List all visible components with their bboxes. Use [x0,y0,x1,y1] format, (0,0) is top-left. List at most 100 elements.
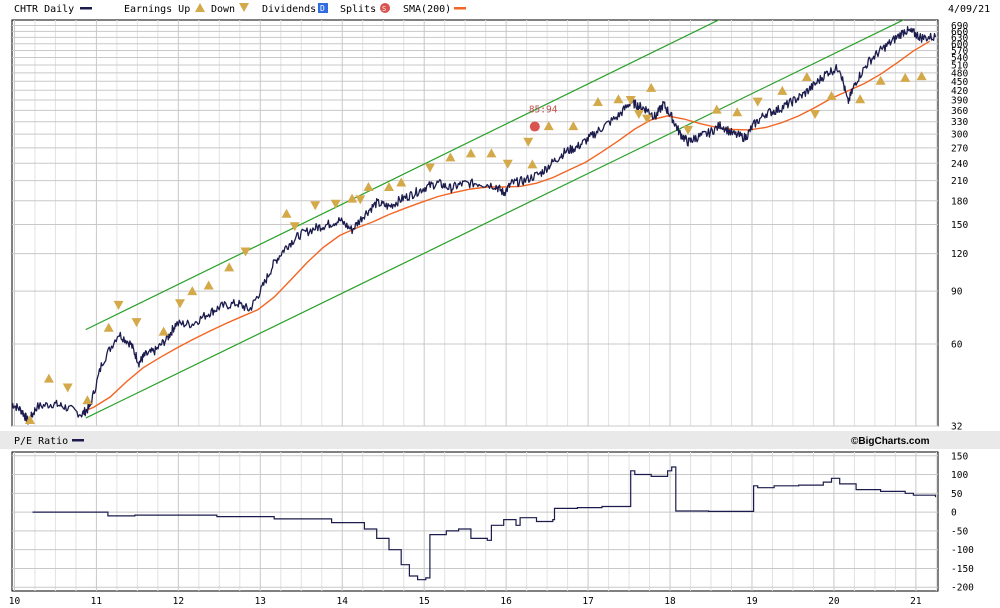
dividends-label: Dividends [262,4,316,15]
earnings-up-marker [527,159,538,169]
trend-channels [85,20,905,419]
pe-y-tick-label: 150 [951,451,968,462]
earnings-up-marker [203,280,214,290]
dividend-badge-letter: D [320,4,325,13]
x-tick-label: 16 [500,596,512,607]
earnings-markers [25,71,927,425]
earnings-down-marker [683,125,694,135]
x-tick-label: 11 [91,596,103,607]
sma-label: SMA(200) [403,4,451,15]
chart-legend: CHTR Daily Earnings Up Down Dividends D … [14,3,990,15]
price-y-tick-label: 600 [951,39,968,50]
price-series [12,26,937,425]
x-tick-label: 14 [337,596,349,607]
price-y-tick-label: 450 [951,77,968,88]
pe-y-tick-label: -150 [951,564,974,575]
earnings-up-marker [25,415,36,425]
earnings-up-marker [281,208,292,218]
earnings-up-marker [486,148,497,158]
brand-label: ©BigCharts.com [851,436,930,447]
pe-y-axis: 150 100 50 0 -50 -100 -150 -200 [951,451,974,593]
price-y-tick-label: 480 [951,68,968,79]
price-y-tick-label: 540 [951,53,968,64]
split-legend-icon [380,3,390,13]
x-tick-label: 13 [255,596,266,607]
x-tick-label: 12 [173,596,184,607]
pe-grid [12,452,938,591]
dividend-legend-icon [318,3,328,13]
x-tick-label: 20 [828,596,840,607]
price-y-tick-label: 150 [951,220,968,231]
pe-y-tick-label: -50 [951,526,968,537]
price-y-tick-label: 360 [951,106,968,117]
split-marker: 85:94 [529,105,558,132]
channel-line-upper [85,20,720,331]
earnings-down-marker [424,163,435,173]
split-badge-letter: S [382,5,386,13]
earnings-up-marker [916,71,927,81]
price-y-tick-label: 90 [951,287,963,298]
price-legend-swatch [80,7,92,10]
price-y-tick-label: 330 [951,117,968,128]
price-y-tick-label: 630 [951,33,968,44]
price-y-tick-label: 32 [951,422,962,433]
earnings-up-marker [613,94,624,104]
price-y-tick-label: 570 [951,46,968,57]
x-axis: 10 11 12 13 14 15 16 17 18 19 20 21 [9,596,922,607]
x-tick-label: 17 [582,596,593,607]
earnings-down-marker [62,383,73,393]
x-tick-label: 21 [910,596,922,607]
earnings-up-marker [826,90,837,100]
earnings-up-marker [158,326,169,336]
price-y-tick-label: 210 [951,176,968,187]
earnings-up-marker [445,152,456,162]
price-y-tick-label: 660 [951,27,968,38]
sma-legend-swatch [454,7,466,10]
price-y-tick-label: 390 [951,95,968,106]
earnings-down-marker [113,300,124,310]
pe-y-tick-label: -100 [951,545,974,556]
earnings-down-marker [625,95,636,105]
pe-y-tick-label: 0 [951,508,957,519]
earnings-up-marker [777,85,788,95]
x-tick-label: 18 [664,596,676,607]
earnings-up-marker [855,94,866,104]
earnings-up-marker [465,148,476,158]
earnings-down-marker [810,110,821,120]
earnings-up-marker [396,177,407,187]
earnings-up-marker [224,262,235,272]
earnings-up-label: Earnings Up [124,4,190,15]
earnings-up-marker [900,72,911,82]
earnings-down-marker [131,318,142,328]
earnings-up-marker [875,75,886,85]
pe-series [32,466,937,581]
earnings-down-marker [310,201,321,211]
price-y-tick-label: 120 [951,249,968,260]
earnings-up-marker [646,82,657,92]
pe-y-tick-label: 50 [951,489,963,500]
price-y-tick-label: 270 [951,143,968,154]
earnings-up-marker [592,96,603,106]
earnings-up-marker [103,322,114,332]
earnings-up-marker [347,193,358,203]
panel-divider [0,431,1000,449]
price-grid [12,20,938,427]
earnings-down-label: Down [211,4,235,15]
earnings-down-marker [633,110,644,120]
price-y-tick-label: 690 [951,21,968,32]
symbol-label: CHTR Daily [14,4,74,15]
price-y-tick-label: 420 [951,86,968,97]
x-tick-label: 19 [746,596,758,607]
x-tick-label: 10 [9,596,21,607]
earnings-down-marker [752,97,763,107]
price-line [12,26,937,425]
earnings-down-marker [523,137,534,147]
earnings-up-marker [543,121,554,131]
price-y-tick-label: 300 [951,130,968,141]
earnings-down-legend-icon [239,3,249,12]
x-tick-label: 15 [418,596,429,607]
earnings-up-legend-icon [195,3,205,12]
